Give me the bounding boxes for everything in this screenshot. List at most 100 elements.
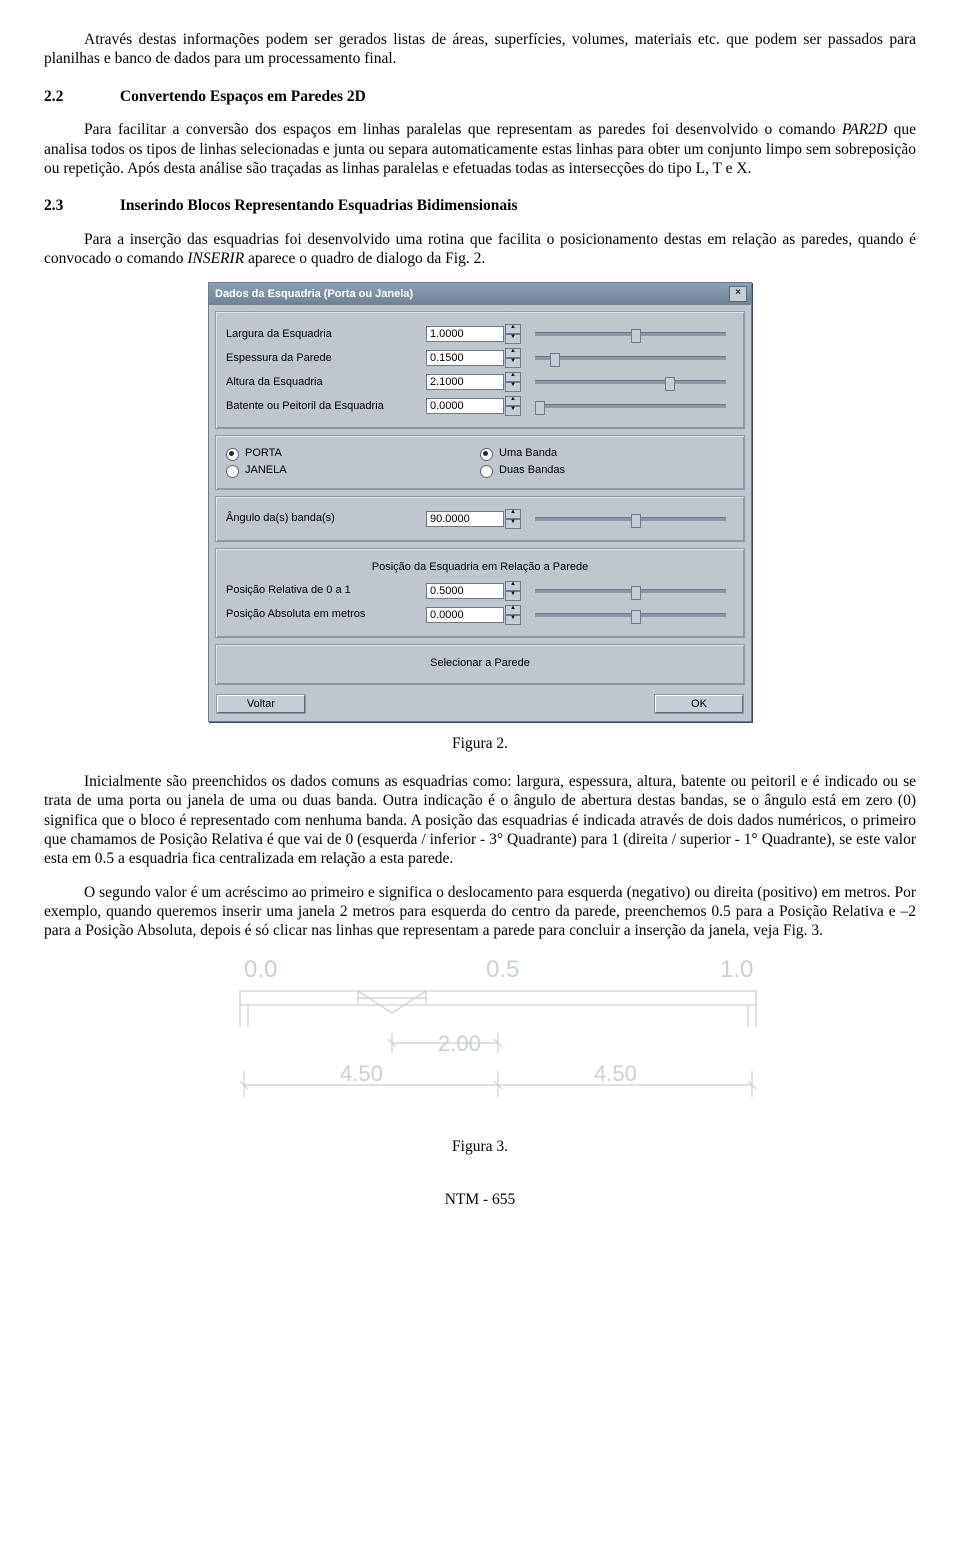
numeric-input[interactable] — [426, 511, 504, 527]
slider-thumb[interactable] — [631, 329, 641, 343]
numeric-input[interactable] — [426, 350, 504, 366]
section-2-2-heading: 2.2 Convertendo Espaços em Paredes 2D — [44, 87, 916, 106]
spin-up-icon[interactable]: ▲ — [505, 348, 521, 358]
fig3-scale-0: 0.0 — [244, 956, 277, 983]
radio-icon[interactable] — [480, 448, 493, 461]
sec23-text-b: aparece o quadro de dialogo da Fig. 2. — [244, 250, 485, 267]
spin-up-icon[interactable]: ▲ — [505, 372, 521, 382]
section-2-3-body: Para a inserção das esquadrias foi desen… — [44, 230, 916, 269]
field-label: Posição Relativa de 0 a 1 — [226, 584, 426, 598]
numeric-input[interactable] — [426, 583, 504, 599]
field-row: Espessura da Parede ▲▼ — [226, 348, 734, 368]
radio-label: JANELA — [245, 464, 287, 478]
group-type: PORTA JANELA Uma Banda Duas Bandas — [215, 435, 745, 490]
field-label: Altura da Esquadria — [226, 376, 426, 390]
field-row: Altura da Esquadria ▲▼ — [226, 372, 734, 392]
radio-option[interactable]: JANELA — [226, 464, 480, 478]
field-label: Ângulo da(s) banda(s) — [226, 512, 426, 526]
spin-down-icon[interactable]: ▼ — [505, 615, 521, 625]
spin-buttons[interactable]: ▲▼ — [505, 605, 521, 625]
group-angle: Ângulo da(s) banda(s) ▲▼ — [215, 496, 745, 542]
radio-option[interactable]: Uma Banda — [480, 447, 734, 461]
radio-option[interactable]: PORTA — [226, 447, 480, 461]
fig3-scale-2: 1.0 — [720, 956, 753, 983]
spin-buttons[interactable]: ▲▼ — [505, 324, 521, 344]
close-icon[interactable]: × — [729, 286, 747, 302]
figure-3: 0.0 0.5 1.0 2.00 4.50 4.50 — [44, 955, 916, 1125]
cmd-par2d: PAR2D — [842, 121, 887, 138]
spin-buttons[interactable]: ▲▼ — [505, 372, 521, 392]
numeric-input[interactable] — [426, 398, 504, 414]
field-label: Largura da Esquadria — [226, 328, 426, 342]
ok-button[interactable]: OK — [655, 695, 743, 713]
radio-icon[interactable] — [480, 465, 493, 478]
slider-track[interactable] — [535, 589, 726, 593]
after-fig2-para-b: O segundo valor é um acréscimo ao primei… — [44, 883, 916, 941]
spin-down-icon[interactable]: ▼ — [505, 334, 521, 344]
field-row: Posição Relativa de 0 a 1 ▲▼ — [226, 581, 734, 601]
radio-label: Uma Banda — [499, 447, 557, 461]
dialog-title: Dados da Esquadria (Porta ou Janela) — [215, 288, 413, 302]
spin-buttons[interactable]: ▲▼ — [505, 396, 521, 416]
fig3-dim-right: 4.50 — [594, 1061, 637, 1086]
slider-thumb[interactable] — [631, 514, 641, 528]
position-heading: Posição da Esquadria em Relação a Parede — [226, 561, 734, 575]
slider-track[interactable] — [535, 332, 726, 336]
spin-up-icon[interactable]: ▲ — [505, 581, 521, 591]
spin-up-icon[interactable]: ▲ — [505, 509, 521, 519]
spin-up-icon[interactable]: ▲ — [505, 396, 521, 406]
spin-buttons[interactable]: ▲▼ — [505, 509, 521, 529]
radio-label: Duas Bandas — [499, 464, 565, 478]
slider-track[interactable] — [535, 356, 726, 360]
fig3-scale-1: 0.5 — [486, 956, 519, 983]
spin-down-icon[interactable]: ▼ — [505, 591, 521, 601]
radio-icon[interactable] — [226, 448, 239, 461]
group-dimensions: Largura da Esquadria▲▼Espessura da Pared… — [215, 311, 745, 429]
slider-thumb[interactable] — [550, 353, 560, 367]
slider-thumb[interactable] — [631, 586, 641, 600]
radio-label: PORTA — [245, 447, 282, 461]
cmd-inserir: INSERIR — [187, 250, 244, 267]
slider-thumb[interactable] — [631, 610, 641, 624]
spin-down-icon[interactable]: ▼ — [505, 406, 521, 416]
field-label: Batente ou Peitoril da Esquadria — [226, 400, 426, 414]
field-row: Posição Absoluta em metros ▲▼ — [226, 605, 734, 625]
section-2-2-title: Convertendo Espaços em Paredes 2D — [120, 88, 366, 105]
section-2-3-title: Inserindo Blocos Representando Esquadria… — [120, 197, 518, 214]
slider-track[interactable] — [535, 380, 726, 384]
slider-thumb[interactable] — [665, 377, 675, 391]
select-parede-label[interactable]: Selecionar a Parede — [226, 657, 734, 671]
dialog-titlebar: Dados da Esquadria (Porta ou Janela) × — [209, 283, 751, 305]
after-fig2-para-a: Inicialmente são preenchidos os dados co… — [44, 772, 916, 869]
spin-down-icon[interactable]: ▼ — [505, 382, 521, 392]
spin-down-icon[interactable]: ▼ — [505, 358, 521, 368]
numeric-input[interactable] — [426, 326, 504, 342]
dialog-esquadria: Dados da Esquadria (Porta ou Janela) × L… — [208, 282, 752, 722]
section-2-2-body: Para facilitar a conversão dos espaços e… — [44, 120, 916, 178]
voltar-button[interactable]: Voltar — [217, 695, 305, 713]
field-row: Batente ou Peitoril da Esquadria ▲▼ — [226, 396, 734, 416]
field-row: Largura da Esquadria ▲▼ — [226, 324, 734, 344]
spin-up-icon[interactable]: ▲ — [505, 605, 521, 615]
page-footer: NTM - 655 — [44, 1190, 916, 1209]
field-label: Espessura da Parede — [226, 352, 426, 366]
numeric-input[interactable] — [426, 374, 504, 390]
intro-paragraph: Através destas informações podem ser ger… — [44, 30, 916, 69]
slider-track[interactable] — [535, 517, 726, 521]
slider-track[interactable] — [535, 404, 726, 408]
section-2-3-number: 2.3 — [44, 196, 116, 215]
spin-buttons[interactable]: ▲▼ — [505, 581, 521, 601]
spin-down-icon[interactable]: ▼ — [505, 519, 521, 529]
section-2-3-heading: 2.3 Inserindo Blocos Representando Esqua… — [44, 196, 916, 215]
fig3-dim-left: 4.50 — [340, 1061, 383, 1086]
slider-track[interactable] — [535, 613, 726, 617]
field-label: Posição Absoluta em metros — [226, 608, 426, 622]
field-row: Ângulo da(s) banda(s) ▲▼ — [226, 509, 734, 529]
group-position: Posição da Esquadria em Relação a Parede… — [215, 548, 745, 638]
slider-thumb[interactable] — [535, 401, 545, 415]
radio-icon[interactable] — [226, 465, 239, 478]
numeric-input[interactable] — [426, 607, 504, 623]
spin-buttons[interactable]: ▲▼ — [505, 348, 521, 368]
radio-option[interactable]: Duas Bandas — [480, 464, 734, 478]
spin-up-icon[interactable]: ▲ — [505, 324, 521, 334]
